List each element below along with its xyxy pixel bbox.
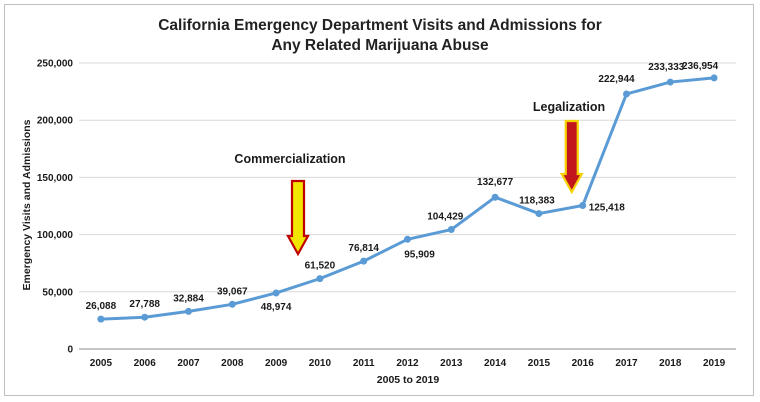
- data-point: [404, 235, 411, 243]
- x-tick-label: 2011: [353, 358, 375, 369]
- data-point: [623, 90, 630, 98]
- data-label: 125,418: [589, 203, 626, 214]
- x-tick-label: 2008: [221, 358, 244, 369]
- annotation-label: Commercialization: [234, 152, 345, 166]
- data-point: [710, 74, 718, 82]
- x-tick-label: 2018: [659, 358, 682, 369]
- annotation-arrow: [286, 179, 310, 257]
- x-tick-label: 2015: [528, 358, 551, 369]
- line-chart: California Emergency Department Visits a…: [21, 17, 736, 386]
- data-point: [141, 313, 149, 321]
- series: [97, 74, 718, 323]
- data-label: 132,677: [477, 177, 514, 188]
- data-label: 76,814: [348, 243, 379, 254]
- y-axis-title: Emergency Visits and Admissions: [21, 119, 33, 290]
- x-tick-label: 2013: [440, 358, 463, 369]
- y-tick-label: 200,000: [37, 116, 74, 127]
- annotations: Commercialization Legalization: [234, 100, 605, 257]
- data-label: 48,974: [261, 302, 292, 313]
- annotation-label: Legalization: [533, 100, 605, 114]
- x-tick-label: 2007: [177, 358, 200, 369]
- x-tick-label: 2010: [309, 358, 332, 369]
- data-label: 95,909: [404, 249, 435, 260]
- chart-frame: California Emergency Department Visits a…: [4, 4, 754, 396]
- data-label: 118,383: [519, 196, 555, 207]
- x-axis-title: 2005 to 2019: [377, 374, 440, 386]
- data-point: [360, 257, 368, 265]
- data-point: [579, 202, 587, 210]
- x-tick-label: 2017: [615, 358, 638, 369]
- series-line: [99, 76, 716, 321]
- data-point: [535, 210, 543, 218]
- data-point: [666, 78, 674, 86]
- annotation-arrow: [559, 119, 584, 195]
- data-label: 236,954: [682, 61, 719, 72]
- data-point: [447, 226, 455, 234]
- data-label: 104,429: [427, 212, 464, 223]
- data-label: 233,333: [648, 62, 685, 73]
- x-tick-label: 2016: [572, 358, 595, 369]
- axes: 0 50,000 100,000 150,000 200,000 250,000 2005 2…: [37, 59, 736, 369]
- data-label: 26,088: [86, 301, 117, 312]
- y-tick-label: 100,000: [37, 230, 74, 241]
- data-point: [185, 307, 192, 315]
- chart-title-line-2: Any Related Marijuana Abuse: [271, 37, 489, 54]
- x-tick-label: 2009: [265, 358, 288, 369]
- data-label: 61,520: [305, 261, 336, 272]
- data-label: 32,884: [173, 293, 204, 304]
- data-point: [272, 289, 280, 297]
- data-label: 39,067: [217, 286, 248, 297]
- x-tick-label: 2014: [484, 358, 507, 369]
- y-tick-label: 0: [67, 345, 73, 356]
- data-point: [491, 193, 499, 201]
- data-point: [97, 315, 105, 323]
- data-label: 27,788: [129, 299, 160, 310]
- y-tick-label: 150,000: [37, 173, 74, 184]
- x-tick-label: 2005: [90, 358, 113, 369]
- data-point: [316, 275, 324, 283]
- chart-title-line-1: California Emergency Department Visits a…: [158, 17, 602, 34]
- y-tick-label: 250,000: [37, 59, 74, 70]
- data-point: [228, 300, 236, 308]
- x-tick-label: 2019: [703, 358, 726, 369]
- gridlines: [79, 62, 736, 293]
- x-tick-label: 2012: [396, 358, 419, 369]
- data-label: 222,944: [598, 74, 635, 85]
- data-labels: 26,088 27,788 32,884 39,067 48,974 61,520 76,8…: [86, 61, 719, 313]
- y-tick-label: 50,000: [42, 287, 73, 298]
- x-tick-label: 2006: [134, 358, 157, 369]
